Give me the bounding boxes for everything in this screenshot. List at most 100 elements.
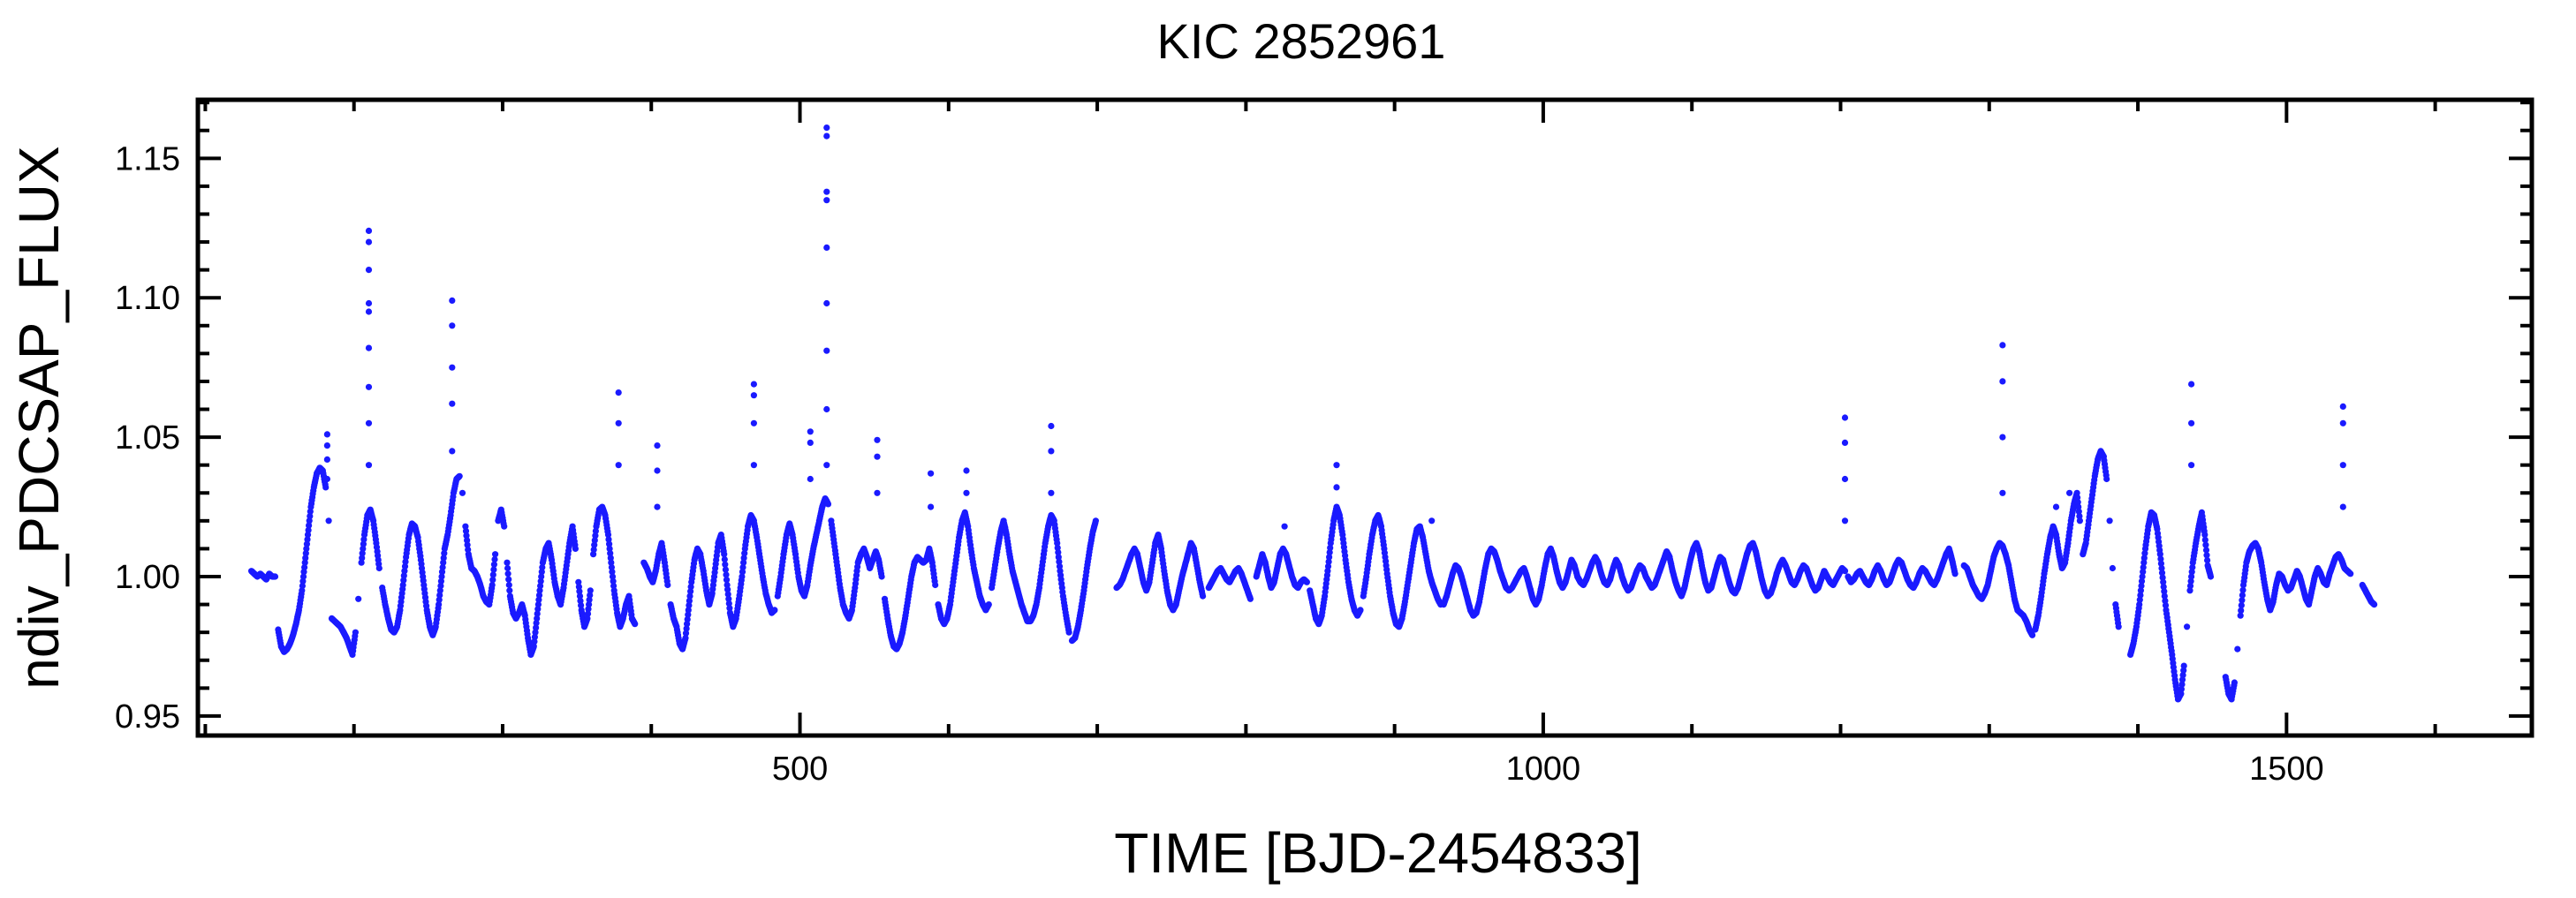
data-point [532, 629, 539, 636]
data-point [2239, 597, 2246, 604]
data-point [505, 576, 512, 583]
data-point [2140, 563, 2147, 571]
data-point [1281, 523, 1288, 530]
data-point [537, 577, 544, 585]
data-point [539, 563, 546, 571]
data-point [365, 462, 373, 469]
data-point [2207, 573, 2215, 580]
data-point [686, 597, 693, 605]
data-point [874, 436, 881, 443]
data-point [2202, 547, 2210, 554]
data-point [1054, 540, 1061, 547]
data-point [608, 563, 616, 571]
data-point [2188, 381, 2195, 388]
data-point [2156, 551, 2163, 558]
data-point [2157, 560, 2164, 567]
data-point [375, 564, 383, 572]
data-point [2178, 690, 2185, 698]
data-point [721, 551, 728, 558]
data-point [352, 629, 359, 636]
data-point [2186, 582, 2194, 590]
data-point [436, 596, 443, 603]
data-point [501, 523, 508, 530]
data-point [654, 467, 661, 474]
data-point [299, 573, 307, 580]
data-point [1841, 439, 1849, 446]
data-point [1200, 592, 1207, 600]
data-point [632, 621, 639, 628]
data-point [436, 587, 443, 594]
data-point [323, 456, 330, 464]
data-point [823, 188, 830, 195]
data-point [2201, 532, 2209, 539]
data-point [1333, 484, 1340, 491]
data-point [1428, 517, 1436, 524]
data-point [750, 381, 758, 388]
data-point [2178, 681, 2186, 688]
data-point [615, 462, 622, 469]
data-point [489, 571, 496, 578]
data-point [2178, 676, 2186, 683]
data-point [506, 587, 513, 594]
data-point [723, 571, 730, 578]
data-point [2188, 419, 2195, 426]
data-point [1999, 489, 2006, 496]
data-point [1324, 562, 1332, 570]
data-point [2201, 536, 2209, 544]
data-point [2180, 667, 2187, 674]
data-point [724, 586, 731, 593]
data-point [2075, 508, 2082, 515]
data-point [1327, 544, 1334, 552]
data-point [1999, 342, 2006, 349]
plot-frame [195, 97, 2534, 738]
data-point [365, 383, 373, 390]
data-point [739, 573, 746, 580]
y-tick-label: 1.15 [115, 140, 180, 177]
data-point [985, 601, 992, 608]
data-point [750, 392, 758, 399]
data-point [2138, 577, 2146, 585]
data-point [750, 462, 758, 469]
data-point [2202, 541, 2209, 548]
data-point [578, 602, 585, 609]
data-point [449, 448, 456, 455]
data-point [322, 484, 330, 491]
data-point [576, 588, 583, 595]
data-point [456, 472, 463, 479]
data-point [2075, 503, 2082, 510]
y-tick-label: 1.05 [115, 419, 180, 457]
data-point [504, 564, 511, 572]
data-point [2180, 662, 2187, 669]
data-point [1326, 549, 1333, 556]
data-point [592, 532, 599, 540]
data-point [609, 573, 617, 580]
data-point [606, 540, 613, 547]
x-axis-label: TIME [BJD-2454833] [1114, 821, 1642, 885]
data-point [807, 439, 814, 446]
data-point [605, 536, 612, 543]
data-point [2188, 569, 2195, 576]
y-tick-label: 0.95 [115, 698, 180, 736]
data-point [1324, 568, 1331, 575]
data-point [823, 197, 830, 204]
data-point [436, 592, 443, 599]
data-point [449, 297, 456, 304]
data-point [615, 419, 622, 426]
data-point [928, 503, 935, 510]
data-points [248, 125, 2378, 703]
data-point [449, 400, 456, 407]
data-point [590, 551, 597, 558]
data-point [438, 569, 446, 576]
data-point [2187, 577, 2194, 585]
data-point [402, 558, 409, 565]
data-point [449, 364, 456, 371]
data-point [2339, 403, 2346, 410]
data-point [365, 267, 373, 274]
data-point [303, 545, 310, 553]
data-point [2238, 607, 2245, 615]
data-point [2159, 574, 2166, 581]
data-point [590, 546, 597, 554]
data-point [537, 582, 544, 590]
data-point [608, 559, 615, 566]
data-point [491, 555, 498, 563]
